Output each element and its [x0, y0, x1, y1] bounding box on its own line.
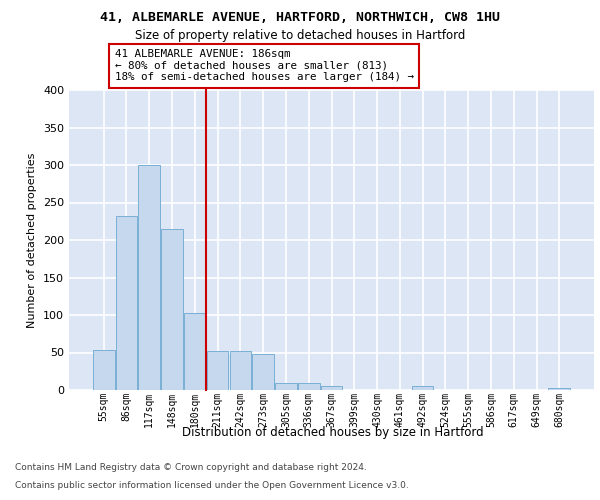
- Bar: [548, 388, 570, 390]
- Bar: [116, 216, 137, 390]
- Text: Distribution of detached houses by size in Hartford: Distribution of detached houses by size …: [182, 426, 484, 439]
- Bar: [161, 229, 183, 390]
- Y-axis label: Number of detached properties: Number of detached properties: [28, 152, 37, 328]
- Text: 41 ALBEMARLE AVENUE: 186sqm
← 80% of detached houses are smaller (813)
18% of se: 41 ALBEMARLE AVENUE: 186sqm ← 80% of det…: [115, 50, 413, 82]
- Bar: [230, 351, 251, 390]
- Bar: [184, 313, 206, 390]
- Text: Contains public sector information licensed under the Open Government Licence v3: Contains public sector information licen…: [15, 481, 409, 490]
- Bar: [253, 354, 274, 390]
- Bar: [275, 382, 297, 390]
- Bar: [207, 351, 229, 390]
- Text: 41, ALBEMARLE AVENUE, HARTFORD, NORTHWICH, CW8 1HU: 41, ALBEMARLE AVENUE, HARTFORD, NORTHWIC…: [100, 11, 500, 24]
- Bar: [412, 386, 433, 390]
- Text: Contains HM Land Registry data © Crown copyright and database right 2024.: Contains HM Land Registry data © Crown c…: [15, 464, 367, 472]
- Bar: [320, 386, 343, 390]
- Bar: [298, 382, 320, 390]
- Text: Size of property relative to detached houses in Hartford: Size of property relative to detached ho…: [135, 29, 465, 42]
- Bar: [93, 350, 115, 390]
- Bar: [139, 165, 160, 390]
